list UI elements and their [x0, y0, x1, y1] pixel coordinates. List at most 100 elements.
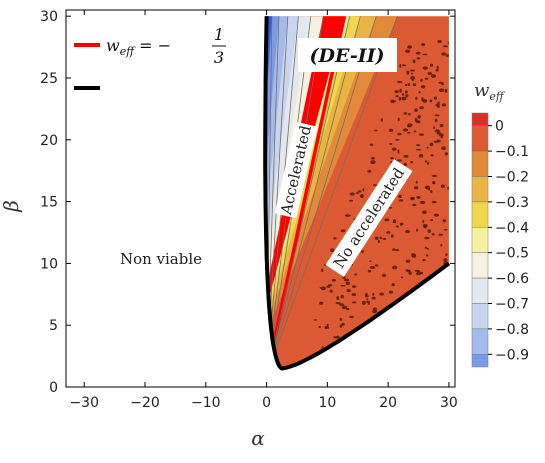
noise-speck	[440, 184, 445, 188]
colorbar-band	[471, 201, 489, 228]
noise-speck	[399, 88, 402, 93]
noise-speck	[391, 147, 397, 151]
noise-speck	[441, 52, 447, 56]
noise-speck	[392, 219, 397, 224]
title-box	[298, 38, 397, 72]
noise-speck	[326, 285, 331, 288]
noise-speck	[405, 94, 409, 98]
noise-speck	[440, 136, 444, 139]
noise-speck	[379, 236, 383, 240]
noise-speck	[405, 229, 410, 234]
noise-speck	[369, 266, 376, 269]
noise-speck	[415, 148, 422, 151]
noise-speck	[407, 131, 411, 134]
noise-speck	[372, 309, 378, 314]
noise-speck	[361, 249, 364, 254]
noise-speck	[430, 219, 434, 222]
noise-speck	[339, 317, 343, 321]
noise-speck	[440, 243, 443, 247]
noise-speck	[351, 293, 357, 297]
noise-speck	[421, 99, 425, 102]
noise-speck	[430, 154, 434, 157]
x-axis-label: α	[251, 426, 265, 450]
noise-speck	[397, 149, 400, 154]
noise-speck	[410, 76, 416, 81]
colorbar-tick-label: −0.8	[495, 322, 529, 338]
noise-speck	[386, 231, 391, 234]
noise-speck	[366, 298, 369, 301]
noise-speck	[364, 294, 369, 298]
noise-speck	[443, 228, 448, 231]
noise-speck	[388, 128, 394, 132]
noise-speck	[437, 39, 442, 44]
noise-speck	[405, 259, 411, 263]
noise-speck	[349, 315, 354, 319]
noise-speck	[415, 120, 421, 124]
y-tick-label: 15	[40, 195, 58, 211]
noise-speck	[437, 105, 440, 108]
noise-speck	[397, 117, 400, 122]
noise-speck	[372, 184, 378, 186]
noise-speck	[433, 126, 436, 130]
noise-speck	[343, 278, 350, 282]
noise-speck	[390, 157, 393, 160]
noise-speck	[351, 285, 357, 288]
noise-speck	[395, 139, 400, 141]
noise-speck	[344, 214, 351, 217]
noise-speck	[365, 300, 371, 304]
noise-speck	[420, 85, 426, 89]
x-tick-label: 30	[440, 395, 458, 411]
noise-speck	[421, 210, 427, 215]
noise-speck	[418, 133, 425, 136]
noise-speck	[412, 83, 417, 87]
noise-speck	[405, 49, 411, 54]
noise-speck	[395, 225, 399, 228]
noise-speck	[413, 130, 417, 133]
legend-frac-den: 3	[214, 48, 224, 67]
contour-band	[265, 16, 299, 369]
noise-speck	[382, 237, 387, 241]
noise-speck	[410, 196, 415, 201]
noise-speck	[444, 152, 449, 156]
plot-frame	[65, 9, 456, 388]
colorbar-tick-label: −0.4	[495, 220, 529, 236]
non-viable-label: Non viable	[120, 250, 202, 268]
noise-speck	[426, 146, 429, 149]
accelerated-label-bg	[274, 121, 318, 219]
noise-speck	[339, 324, 343, 328]
noise-speck	[424, 160, 428, 163]
colorbar-tick-label: −0.7	[495, 297, 529, 313]
noise-speck	[413, 186, 419, 190]
colorbar-band	[471, 176, 489, 203]
noise-speck	[419, 200, 426, 205]
colorbar-band	[471, 328, 489, 355]
contour-band	[265, 16, 288, 369]
noise-speck	[349, 199, 354, 202]
y-axis-label: β	[0, 200, 23, 213]
noise-speck	[427, 229, 431, 234]
noise-speck	[384, 218, 390, 222]
noise-speck	[354, 273, 358, 276]
noise-speck	[418, 91, 421, 94]
colorbar-band	[471, 354, 489, 368]
noise-speck	[346, 307, 350, 311]
noise-speck	[401, 96, 407, 101]
noise-speck	[373, 129, 378, 132]
noise-speck	[410, 161, 414, 164]
noise-speck	[399, 64, 402, 68]
noise-speck	[431, 174, 438, 178]
noise-speck	[442, 219, 447, 223]
noise-speck	[341, 322, 345, 326]
y-tick-label: 20	[40, 133, 58, 149]
noise-speck	[340, 284, 346, 287]
noise-speck	[416, 271, 422, 276]
noise-speck	[398, 194, 402, 198]
noise-speck	[320, 286, 326, 291]
noise-speck	[436, 65, 439, 70]
noise-speck	[370, 160, 376, 165]
noise-speck	[357, 190, 362, 193]
colorbar-band	[471, 252, 489, 279]
noise-speck	[396, 159, 402, 162]
noise-speck	[388, 290, 394, 294]
noise-speck	[444, 88, 448, 93]
